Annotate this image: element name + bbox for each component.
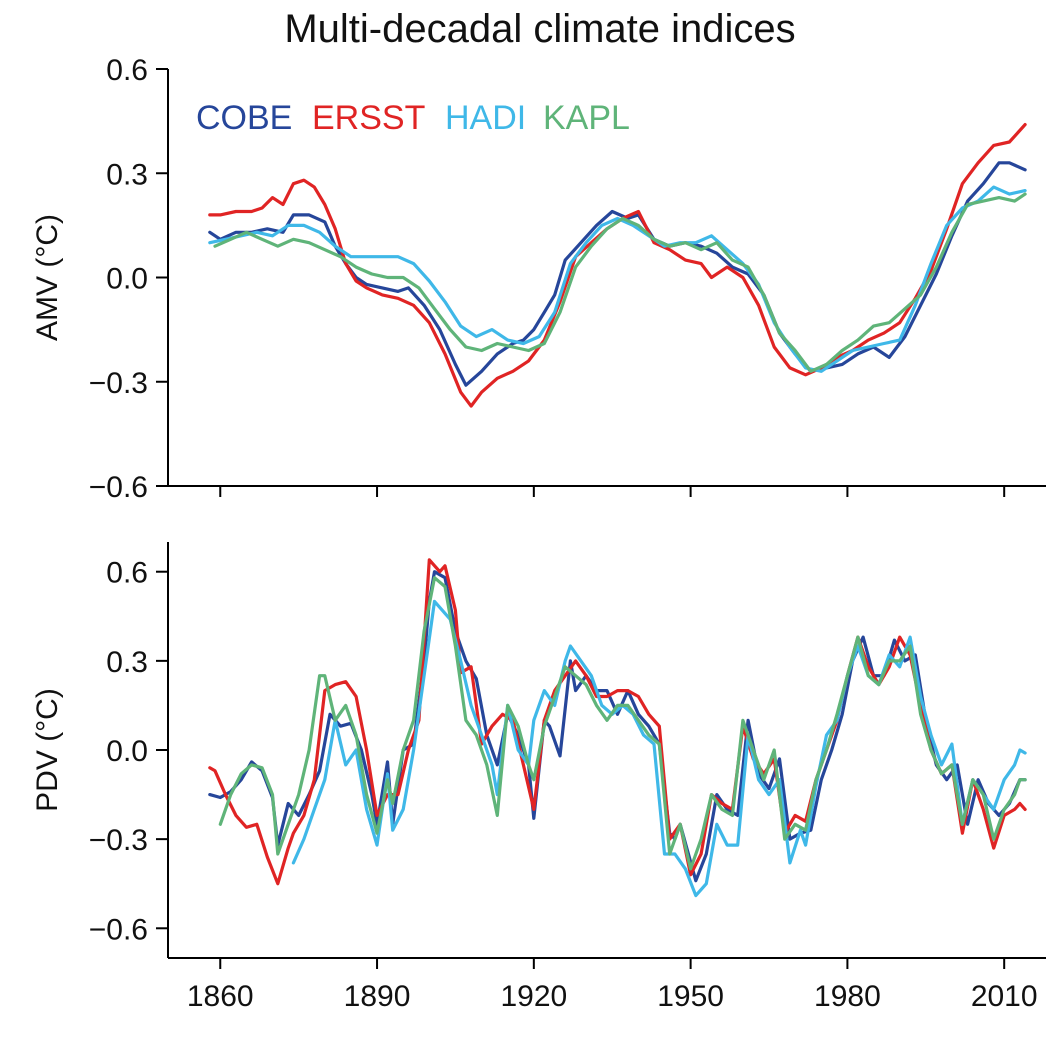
x-tick-label: 1980 — [814, 980, 881, 1013]
amv-y-tick-label: −0.6 — [89, 471, 148, 504]
pdv-y-tick-label: 0.6 — [106, 557, 148, 590]
amv-y-tick-label: 0.6 — [106, 54, 148, 87]
x-tick-label: 1890 — [344, 980, 411, 1013]
amv-y-tick-label: 0.0 — [106, 263, 148, 296]
amv-series-kapl — [213, 192, 1027, 373]
x-tick-label: 1950 — [657, 980, 724, 1013]
chart-title: Multi-decadal climate indices — [284, 7, 795, 51]
x-tick-label: 1860 — [187, 980, 254, 1013]
pdv-y-axis-label: PDV (°C) — [31, 688, 64, 812]
legend-item-cobe: COBE — [196, 99, 292, 137]
pdv-y-tick-label: −0.6 — [89, 913, 148, 946]
x-tick-label: 2010 — [971, 980, 1038, 1013]
amv-series-hadi — [208, 185, 1027, 373]
legend-item-hadi: HADI — [445, 99, 526, 137]
pdv-y-tick-label: −0.3 — [89, 824, 148, 857]
legend-item-kapl: KAPL — [543, 99, 630, 137]
amv-panel: 0.6 0.3 0.0 −0.3 −0.6 AMV (°C) — [31, 54, 1046, 504]
pdv-series-hadi — [291, 599, 1027, 898]
pdv-series-cobe — [208, 570, 1027, 883]
amv-y-tick-label: −0.3 — [89, 367, 148, 400]
pdv-series-ersst — [208, 558, 1027, 886]
legend: COBE ERSST HADI KAPL — [196, 99, 630, 137]
x-tick-label: 1920 — [500, 980, 567, 1013]
pdv-panel: 0.6 0.3 0.0 −0.3 −0.6 1860 1890 1920 1950 1980 201… — [31, 542, 1046, 1013]
pdv-series-kapl — [218, 576, 1027, 871]
pdv-y-tick-label: 0.0 — [106, 735, 148, 768]
amv-y-axis-label: AMV (°C) — [31, 214, 64, 341]
amv-series-cobe — [208, 161, 1027, 387]
legend-item-ersst: ERSST — [312, 99, 425, 137]
pdv-y-tick-label: 0.3 — [106, 646, 148, 679]
amv-y-tick-label: 0.3 — [106, 158, 148, 191]
amv-series-ersst — [208, 123, 1027, 408]
